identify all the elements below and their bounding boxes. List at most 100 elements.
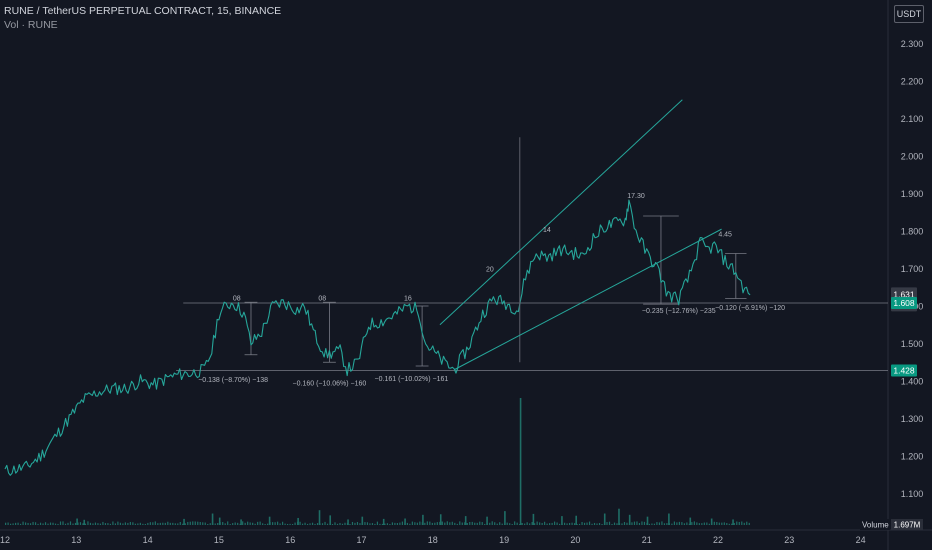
volume-bar — [349, 524, 351, 525]
level-price-label: 1.608 — [893, 298, 915, 308]
volume-bar — [244, 522, 246, 525]
volume-bar — [374, 523, 376, 525]
volume-bar — [608, 521, 611, 525]
volume-bar — [514, 521, 516, 525]
volume-bar — [716, 522, 718, 525]
volume-bar — [414, 522, 416, 525]
volume-bar — [588, 521, 591, 525]
volume-bar — [449, 522, 451, 525]
volume-bar — [663, 523, 666, 525]
volume-bar — [384, 523, 386, 525]
volume-bar — [117, 521, 119, 525]
volume-label-bg — [860, 519, 890, 530]
volume-bar — [32, 521, 34, 525]
volume-bar — [114, 523, 117, 525]
volume-bar — [277, 521, 279, 525]
volume-bar — [723, 522, 725, 525]
volume-bar — [613, 522, 616, 525]
volume-bar — [631, 522, 633, 525]
volume-bar — [618, 508, 620, 525]
volume-bar — [232, 523, 234, 525]
volume-bar — [12, 523, 14, 525]
volume-bar — [653, 523, 656, 525]
volume-bar — [501, 523, 503, 525]
volume-bar — [426, 521, 428, 525]
volume-bar — [666, 523, 668, 525]
volume-bar — [710, 518, 713, 525]
volume-bar — [79, 522, 82, 525]
volume-bar — [382, 518, 385, 525]
volume-bar — [92, 523, 94, 525]
x-tick-label: 20 — [570, 535, 580, 545]
volume-bar — [456, 523, 458, 525]
volume-bars — [5, 398, 750, 525]
y-tick-label: 1.800 — [901, 227, 924, 237]
volume-bar — [656, 522, 658, 525]
volume-value-label: 1.697M — [894, 521, 921, 530]
volume-bar — [733, 523, 735, 525]
volume-bar — [481, 522, 483, 525]
volume-bar — [731, 523, 733, 525]
volume-bar — [431, 522, 433, 525]
volume-bar — [559, 523, 561, 525]
volume-bar — [519, 523, 521, 525]
volume-bar — [643, 521, 646, 525]
volume-bar — [5, 522, 7, 525]
volume-bar — [376, 521, 379, 525]
volume-bar — [297, 517, 299, 525]
volume-bar — [39, 522, 42, 525]
volume-bar — [52, 522, 54, 525]
volume-bar — [197, 521, 199, 525]
volume-bar — [299, 521, 301, 525]
volume-bar — [621, 523, 623, 525]
volume-bar — [444, 522, 446, 525]
volume-bar — [249, 522, 251, 525]
volume-bar — [137, 523, 139, 525]
volume-bar — [578, 523, 581, 525]
volume-bar — [529, 523, 531, 525]
volume-bar — [102, 521, 104, 525]
x-tick-label: 16 — [285, 535, 295, 545]
volume-bar — [381, 523, 384, 525]
y-tick-label: 1.200 — [901, 452, 924, 462]
volume-bar — [334, 522, 336, 525]
y-tick-label: 2.100 — [901, 114, 924, 124]
volume-bar — [211, 513, 214, 525]
volume-bar — [583, 522, 586, 525]
volume-bar — [286, 523, 289, 525]
volume-bar — [284, 523, 286, 525]
chart-annotation: 08 — [233, 295, 241, 302]
volume-bar — [124, 522, 126, 525]
volume-bar — [167, 521, 169, 525]
volume-bar — [22, 521, 24, 525]
volume-indicator-label[interactable]: Vol · RUNE — [4, 19, 58, 31]
volume-bar — [189, 521, 191, 525]
volume-bar — [44, 522, 47, 525]
volume-bar — [304, 522, 306, 525]
volume-bar — [104, 523, 107, 525]
volume-bar — [474, 522, 476, 525]
volume-bar — [686, 522, 688, 525]
volume-bar — [99, 523, 102, 525]
x-tick-label: 13 — [71, 535, 81, 545]
chart-annotation: 14 — [543, 227, 551, 234]
volume-bar — [147, 522, 149, 525]
volume-bar — [718, 522, 720, 525]
volume-bar — [177, 523, 179, 525]
volume-bar — [87, 521, 89, 525]
y-tick-label: 1.500 — [901, 339, 924, 349]
y-tick-label: 1.300 — [901, 414, 924, 424]
volume-bar — [301, 523, 304, 525]
volume-bar — [534, 523, 536, 525]
volume-bar — [743, 522, 745, 525]
volume-bar — [434, 522, 436, 525]
currency-button[interactable]: USDT — [894, 5, 924, 23]
x-tick-label: 23 — [784, 535, 794, 545]
volume-bar — [471, 521, 473, 525]
level-price-tag — [891, 364, 917, 377]
chart-annotation: −0.160 (−10.06%) −160 — [293, 381, 367, 388]
volume-bar — [218, 517, 221, 525]
level-price-label: 1.428 — [893, 366, 915, 376]
volume-bar — [67, 522, 69, 525]
